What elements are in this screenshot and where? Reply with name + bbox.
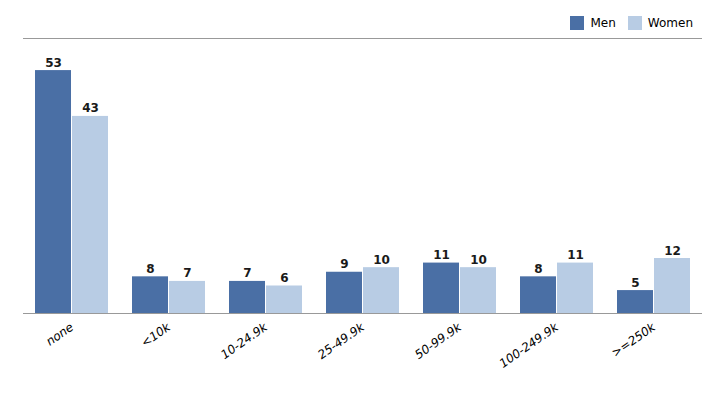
svg-text:12: 12 [664, 244, 681, 258]
svg-text:8: 8 [146, 262, 154, 276]
svg-text:53: 53 [45, 56, 62, 70]
html-text:Women: Women [647, 15, 693, 30]
svg-text:10-24.9k: 10-24.9k [218, 319, 271, 362]
svg-text:25-49.9k: 25-49.9k [315, 319, 368, 362]
html-text:Men: Men [590, 15, 616, 30]
svg-text:11: 11 [567, 248, 584, 262]
svg-text:>=250k: >=250k [609, 319, 659, 360]
svg-text:7: 7 [183, 266, 191, 280]
svg-text:5: 5 [631, 276, 639, 290]
svg-text:6: 6 [280, 271, 288, 285]
svg-text:43: 43 [82, 101, 99, 115]
svg-text:8: 8 [534, 262, 542, 276]
svg-text:<10k: <10k [138, 319, 173, 350]
svg-text:100-249.9k: 100-249.9k [497, 319, 562, 370]
svg-text:none: none [43, 320, 76, 349]
svg-text:9: 9 [340, 257, 348, 271]
svg-text:10: 10 [470, 253, 487, 267]
svg-text:10: 10 [373, 253, 390, 267]
svg-text:11: 11 [433, 248, 450, 262]
svg-text:7: 7 [243, 266, 251, 280]
svg-text:50-99.9k: 50-99.9k [412, 319, 465, 362]
